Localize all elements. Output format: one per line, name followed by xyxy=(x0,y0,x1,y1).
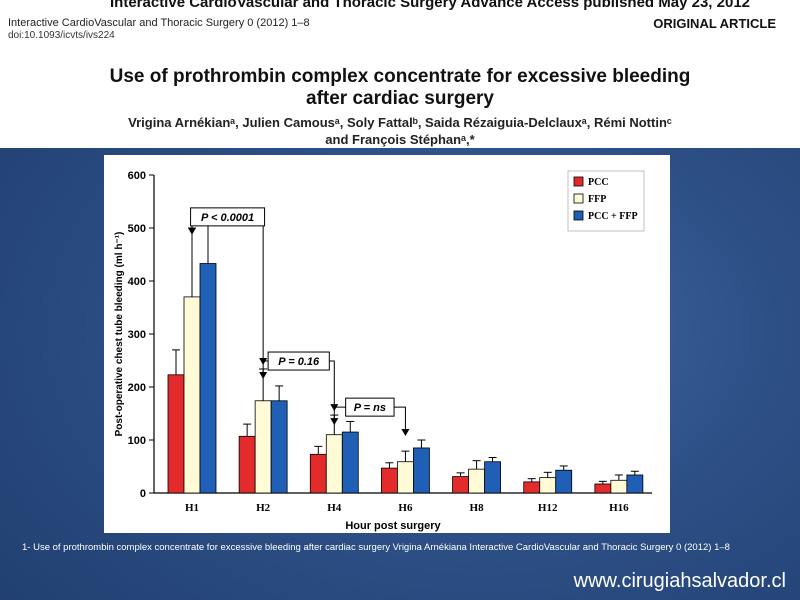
bar-ffp-h12 xyxy=(539,477,557,494)
legend-swatch xyxy=(573,193,584,204)
legend-swatch xyxy=(573,176,584,187)
paper-title: Use of prothrombin complex concentrate f… xyxy=(0,66,800,110)
journal-info: Interactive CardioVascular and Thoracic … xyxy=(8,17,310,29)
bar-ffp-h4 xyxy=(325,434,343,494)
significance-label-box xyxy=(190,207,266,227)
x-tick-label: H8 xyxy=(470,502,485,514)
y-tick-label: 400 xyxy=(128,276,146,288)
arrow-head xyxy=(330,418,339,426)
significance-label: P = ns xyxy=(354,402,386,414)
y-tick-label: 100 xyxy=(128,435,146,447)
significance-label-box xyxy=(267,351,330,371)
chart-panel: 0 100 200 300 400 500 600 H1 H2 H4 H6 H8 H12 H16 Hour … xyxy=(104,155,670,533)
bar-pcc-h2 xyxy=(238,435,256,494)
y-tick-label: 200 xyxy=(128,382,146,394)
arrow-head xyxy=(259,372,268,380)
y-tick-label: 500 xyxy=(128,223,146,235)
bar-pcc-h6 xyxy=(381,467,398,494)
journal-publication-line: Interactive CardioVascular and Thoracic … xyxy=(110,0,750,11)
legend-label: PCC + FFP xyxy=(588,211,638,222)
x-tick-label: H12 xyxy=(538,502,558,514)
paper-title-line-2: after cardiac surgery xyxy=(306,88,494,109)
bar-pcc-h1 xyxy=(167,374,185,494)
bar-chart: 0 100 200 300 400 500 600 H1 H2 H4 H6 H8 H12 H16 Hour … xyxy=(114,170,652,532)
bar-pcc-ffp-h12 xyxy=(555,469,573,494)
legend-label: FFP xyxy=(588,194,606,205)
y-tick-label: 0 xyxy=(140,488,146,500)
bar-pcc-ffp-h8 xyxy=(484,461,501,494)
legend-label: PCC xyxy=(588,177,609,188)
bar-pcc-ffp-h16 xyxy=(626,474,644,494)
legend-swatch xyxy=(573,210,584,221)
bar-ffp-h1 xyxy=(183,296,201,494)
x-axis-title: Hour post surgery xyxy=(345,520,441,532)
bar-ffp-h16 xyxy=(610,479,628,494)
bar-ffp-h6 xyxy=(397,461,414,494)
significance-label-box xyxy=(345,397,395,417)
y-tick-label: 600 xyxy=(128,170,146,182)
y-tick-label: 300 xyxy=(128,329,146,341)
article-type-label: ORIGINAL ARTICLE xyxy=(653,16,776,31)
bar-pcc-ffp-h4 xyxy=(341,431,359,494)
paper-title-line-1: Use of prothrombin complex concentrate f… xyxy=(109,66,691,87)
website-watermark: www.cirugiahsalvador.cl xyxy=(573,570,786,592)
paper-authors: Vrigina Arnékianᵃ, Julien Camousᵃ, Soly … xyxy=(0,114,800,148)
bar-pcc-h8 xyxy=(452,476,469,494)
significance-label: P < 0.0001 xyxy=(201,212,254,224)
bar-pcc-ffp-h2 xyxy=(270,400,288,494)
paper-header: Interactive CardioVascular and Thoracic … xyxy=(0,0,800,148)
bar-ffp-h2 xyxy=(254,400,272,494)
significance-label: P = 0.16 xyxy=(278,356,320,368)
figure-caption: 1- Use of prothrombin complex concentrat… xyxy=(22,542,730,553)
authors-line-2: and François Stéphanᵃ,* xyxy=(325,132,475,147)
authors-line-1: Vrigina Arnékianᵃ, Julien Camousᵃ, Soly … xyxy=(128,115,672,130)
bar-ffp-h8 xyxy=(468,468,485,494)
bar-pcc-h4 xyxy=(309,453,327,494)
x-tick-label: H2 xyxy=(256,502,271,514)
x-tick-label: H4 xyxy=(327,502,342,514)
x-tick-label: H1 xyxy=(185,502,199,514)
bar-pcc-ffp-h6 xyxy=(413,447,430,494)
arrow-head xyxy=(401,429,410,436)
bar-pcc-ffp-h1 xyxy=(199,263,217,494)
bar-pcc-h16 xyxy=(594,483,612,494)
x-tick-label: H16 xyxy=(609,502,629,514)
doi: doi:10.1093/icvts/ivs224 xyxy=(8,30,115,41)
bar-pcc-h12 xyxy=(523,481,541,494)
arrow-head xyxy=(188,227,196,235)
x-tick-label: H6 xyxy=(398,502,413,514)
y-axis-title: Post-operative chest tube bleeding (ml h… xyxy=(114,232,125,437)
